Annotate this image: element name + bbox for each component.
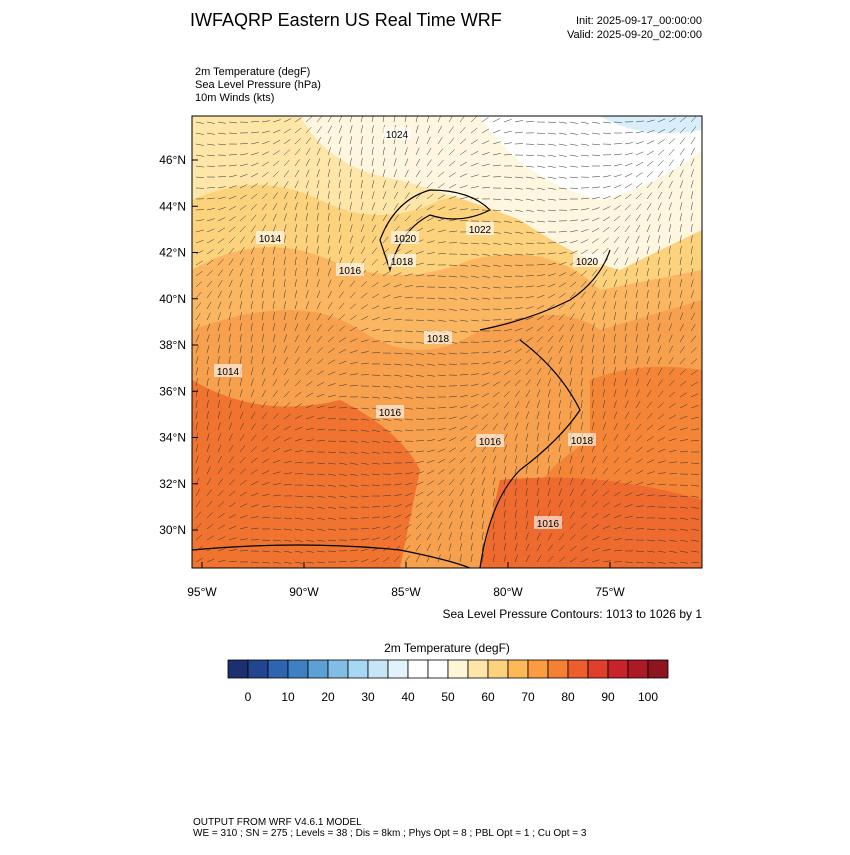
contour-label: 1022 bbox=[469, 225, 492, 236]
lat-label: 44°N bbox=[159, 199, 186, 213]
lat-label: 46°N bbox=[159, 153, 186, 167]
contour-label: 1020 bbox=[576, 257, 599, 268]
footer-line: WE = 310 ; SN = 275 ; Levels = 38 ; Dis … bbox=[193, 828, 587, 839]
colorbar-label: 40 bbox=[401, 690, 415, 704]
contour-label: 1014 bbox=[259, 234, 282, 245]
colorbar-title: 2m Temperature (degF) bbox=[384, 641, 510, 655]
colorbar-swatch bbox=[528, 660, 548, 678]
colorbar-label: 60 bbox=[481, 690, 495, 704]
lat-label: 36°N bbox=[159, 384, 186, 398]
field-label: 10m Winds (kts) bbox=[195, 92, 274, 104]
colorbar-swatch bbox=[388, 660, 408, 678]
colorbar-swatch bbox=[428, 660, 448, 678]
contour-label: 1016 bbox=[537, 519, 560, 530]
colorbar-label: 20 bbox=[321, 690, 335, 704]
colorbar-swatch bbox=[348, 660, 368, 678]
field-label: 2m Temperature (degF) bbox=[195, 66, 310, 78]
lat-label: 32°N bbox=[159, 477, 186, 491]
colorbar-label: 50 bbox=[441, 690, 455, 704]
colorbar-swatch bbox=[548, 660, 568, 678]
lon-label: 85°W bbox=[391, 585, 421, 599]
lat-label: 30°N bbox=[159, 523, 186, 537]
colorbar-swatch bbox=[488, 660, 508, 678]
colorbar-label: 0 bbox=[245, 690, 252, 704]
colorbar-swatch bbox=[508, 660, 528, 678]
colorbar-label: 90 bbox=[601, 690, 615, 704]
colorbar-label: 100 bbox=[638, 690, 658, 704]
colorbar-swatch bbox=[288, 660, 308, 678]
colorbar-label: 30 bbox=[361, 690, 375, 704]
contour-label: 1018 bbox=[571, 436, 594, 447]
lon-label: 75°W bbox=[595, 585, 625, 599]
footer-line: OUTPUT FROM WRF V4.6.1 MODEL bbox=[193, 817, 362, 828]
lat-label: 40°N bbox=[159, 292, 186, 306]
colorbar-swatch bbox=[308, 660, 328, 678]
init: Init: 2025-09-17_00:00:00 bbox=[576, 15, 702, 27]
colorbar-swatch bbox=[468, 660, 488, 678]
valid: Valid: 2025-09-20_02:00:00 bbox=[567, 29, 702, 41]
colorbar-swatch bbox=[248, 660, 268, 678]
lon-label: 80°W bbox=[493, 585, 523, 599]
colorbar-swatch bbox=[328, 660, 348, 678]
lon-label: 95°W bbox=[187, 585, 217, 599]
lon-label: 90°W bbox=[289, 585, 319, 599]
lat-label: 38°N bbox=[159, 338, 186, 352]
colorbar-label: 70 bbox=[521, 690, 535, 704]
colorbar-swatch bbox=[408, 660, 428, 678]
colorbar-swatch bbox=[628, 660, 648, 678]
contour-label: 1018 bbox=[391, 257, 414, 268]
colorbar-swatch bbox=[588, 660, 608, 678]
lat-label: 42°N bbox=[159, 246, 186, 260]
contour-label: 1020 bbox=[394, 234, 417, 245]
contour-note: Sea Level Pressure Contours: 1013 to 102… bbox=[443, 607, 703, 621]
contour-label: 1024 bbox=[386, 130, 409, 141]
colorbar-swatch bbox=[368, 660, 388, 678]
field-label: Sea Level Pressure (hPa) bbox=[195, 79, 321, 91]
contour-label: 1016 bbox=[479, 437, 502, 448]
lat-label: 34°N bbox=[159, 431, 186, 445]
colorbar-swatch bbox=[608, 660, 628, 678]
colorbar-label: 10 bbox=[281, 690, 295, 704]
contour-label: 1014 bbox=[217, 367, 240, 378]
colorbar-swatch bbox=[568, 660, 588, 678]
contour-label: 1016 bbox=[379, 408, 402, 419]
colorbar-swatch bbox=[448, 660, 468, 678]
contour-label: 1018 bbox=[427, 334, 450, 345]
colorbar-swatch bbox=[268, 660, 288, 678]
contour-label: 1016 bbox=[339, 266, 362, 277]
colorbar-swatch bbox=[228, 660, 248, 678]
colorbar-swatch bbox=[648, 660, 668, 678]
title: IWFAQRP Eastern US Real Time WRF bbox=[190, 10, 502, 30]
colorbar-label: 80 bbox=[561, 690, 575, 704]
